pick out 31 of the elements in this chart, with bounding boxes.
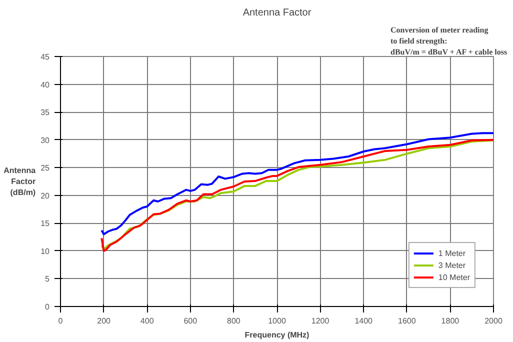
text: Conversion of meter reading — [390, 26, 488, 34]
text: to field strength: — [390, 36, 448, 46]
x-tick-label: 2000 — [484, 316, 503, 326]
legend-label: 10 Meter — [438, 272, 470, 283]
y-tick-label: 25 — [40, 164, 50, 173]
legend-label: 3 Meter — [438, 260, 466, 271]
text: dBuV/m = dBuV + AF + cable loss — [390, 48, 508, 56]
x-tick-label: 800 — [227, 316, 241, 326]
chart-title: Antenna Factor — [242, 8, 312, 18]
x-tick-label: 1400 — [354, 316, 374, 326]
y-tick-label: 15 — [40, 219, 50, 228]
x-tick-label: 1600 — [398, 316, 416, 326]
y-tick-label: 0 — [45, 302, 50, 312]
y-tick-label: 35 — [40, 108, 50, 118]
y-tick-label: 45 — [40, 52, 50, 62]
x-tick-label: 1000 — [268, 316, 286, 326]
x-tick-label: 200 — [97, 316, 112, 326]
legend-label: 1 Meter — [438, 248, 466, 259]
y-tick-label: 5 — [45, 274, 50, 284]
x-tick-label: 0 — [58, 316, 64, 326]
y-tick-label: 30 — [40, 136, 50, 145]
x-axis-title: Frequency (MHz) — [244, 330, 310, 340]
x-tick-label: 1800 — [441, 316, 460, 326]
x-tick-label: 1200 — [311, 316, 330, 326]
y-axis-title: Antenna Factor (dB/m) — [4, 166, 36, 197]
y-tick-label: 40 — [40, 80, 50, 90]
x-tick-label: 400 — [140, 316, 154, 326]
x-tick-label: 600 — [184, 316, 198, 326]
y-tick-label: 10 — [40, 246, 50, 256]
y-tick-label: 20 — [40, 191, 50, 200]
line-series — [100, 132, 494, 236]
